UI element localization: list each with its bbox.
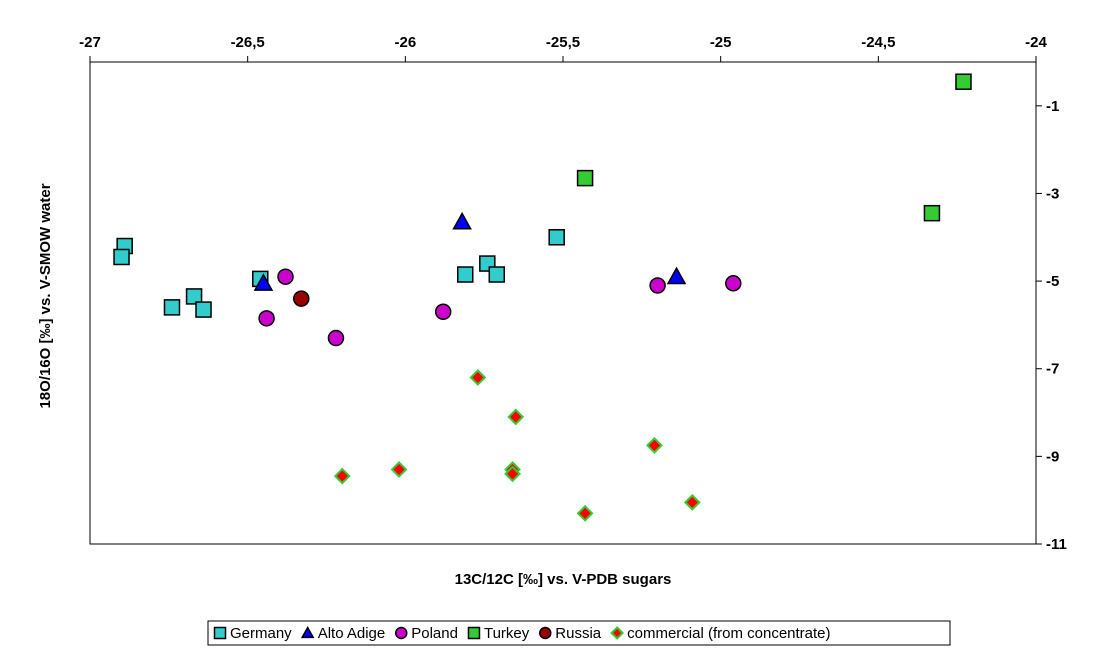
point-commercial-from-concentrate	[469, 369, 487, 386]
y-tick-label: -5	[1046, 273, 1059, 290]
legend-label: Alto Adige	[318, 625, 386, 642]
point-germany	[185, 288, 203, 305]
x-tick-label: -24,5	[861, 34, 895, 51]
legend-label: Turkey	[484, 625, 530, 642]
legend-label: Poland	[411, 625, 458, 642]
point-poland	[327, 329, 345, 347]
legend-label: Germany	[230, 625, 292, 642]
x-tick-label: -25,5	[546, 34, 580, 51]
legend-box	[207, 620, 951, 646]
y-tick-label: -11	[1046, 536, 1067, 553]
point-commercial-from-concentrate	[504, 465, 521, 483]
point-poland	[649, 277, 666, 294]
legend-marker	[467, 626, 481, 640]
legend-marker	[395, 626, 408, 640]
legend-marker	[213, 626, 227, 640]
x-tick-label: -26	[394, 34, 416, 51]
point-commercial-from-concentrate	[507, 408, 525, 426]
x-tick-label: -25	[710, 34, 732, 51]
y-tick-label: -3	[1046, 185, 1059, 202]
point-poland	[277, 268, 294, 285]
y-axis-title: 18O/16O [‰] vs. V-SMOW water	[37, 183, 54, 408]
legend-label: Russia	[555, 625, 602, 642]
point-turkey	[955, 73, 972, 90]
point-commercial-from-concentrate	[683, 493, 701, 511]
point-alto-adige	[253, 273, 274, 291]
point-russia	[293, 290, 310, 307]
x-axis: -27 -26,5 -26 -25,5 -25 -24,5 -24	[79, 34, 1047, 62]
point-commercial-from-concentrate	[390, 461, 408, 478]
point-germany	[195, 301, 212, 318]
point-commercial-from-concentrate	[576, 504, 594, 522]
point-turkey	[576, 169, 594, 187]
x-axis-title: 13C/12C [‰] vs. V-PDB sugars	[455, 571, 672, 588]
point-poland	[725, 275, 742, 292]
point-germany	[488, 266, 506, 283]
y-tick-label: -9	[1046, 448, 1059, 465]
point-commercial-from-concentrate	[646, 436, 663, 454]
y-tick-label: -1	[1046, 98, 1059, 115]
point-alto-adige	[452, 211, 472, 230]
legend-marker	[539, 626, 552, 640]
legend-marker	[300, 625, 315, 639]
point-germany	[113, 248, 130, 266]
point-germany	[163, 299, 181, 316]
point-alto-adige	[666, 266, 687, 285]
point-poland	[434, 303, 452, 321]
x-tick-label: -27	[79, 34, 101, 51]
y-tick-label: -7	[1046, 361, 1059, 378]
data-points	[113, 73, 972, 522]
legend-label: commercial (from concentrate)	[627, 625, 830, 642]
x-tick-label: -24	[1025, 34, 1047, 51]
legend: Germany Alto Adige Poland Turkey Russia comme…	[207, 620, 951, 646]
point-germany	[456, 266, 474, 283]
plot-area	[89, 61, 1037, 545]
point-turkey	[923, 204, 941, 222]
point-poland	[258, 310, 275, 327]
point-germany	[548, 229, 565, 246]
x-tick-label: -26,5	[231, 34, 265, 51]
y-axis: -1 -3 -5 -7 -9 -11	[1036, 98, 1067, 553]
legend-marker	[610, 626, 625, 640]
point-commercial-from-concentrate	[333, 467, 351, 485]
